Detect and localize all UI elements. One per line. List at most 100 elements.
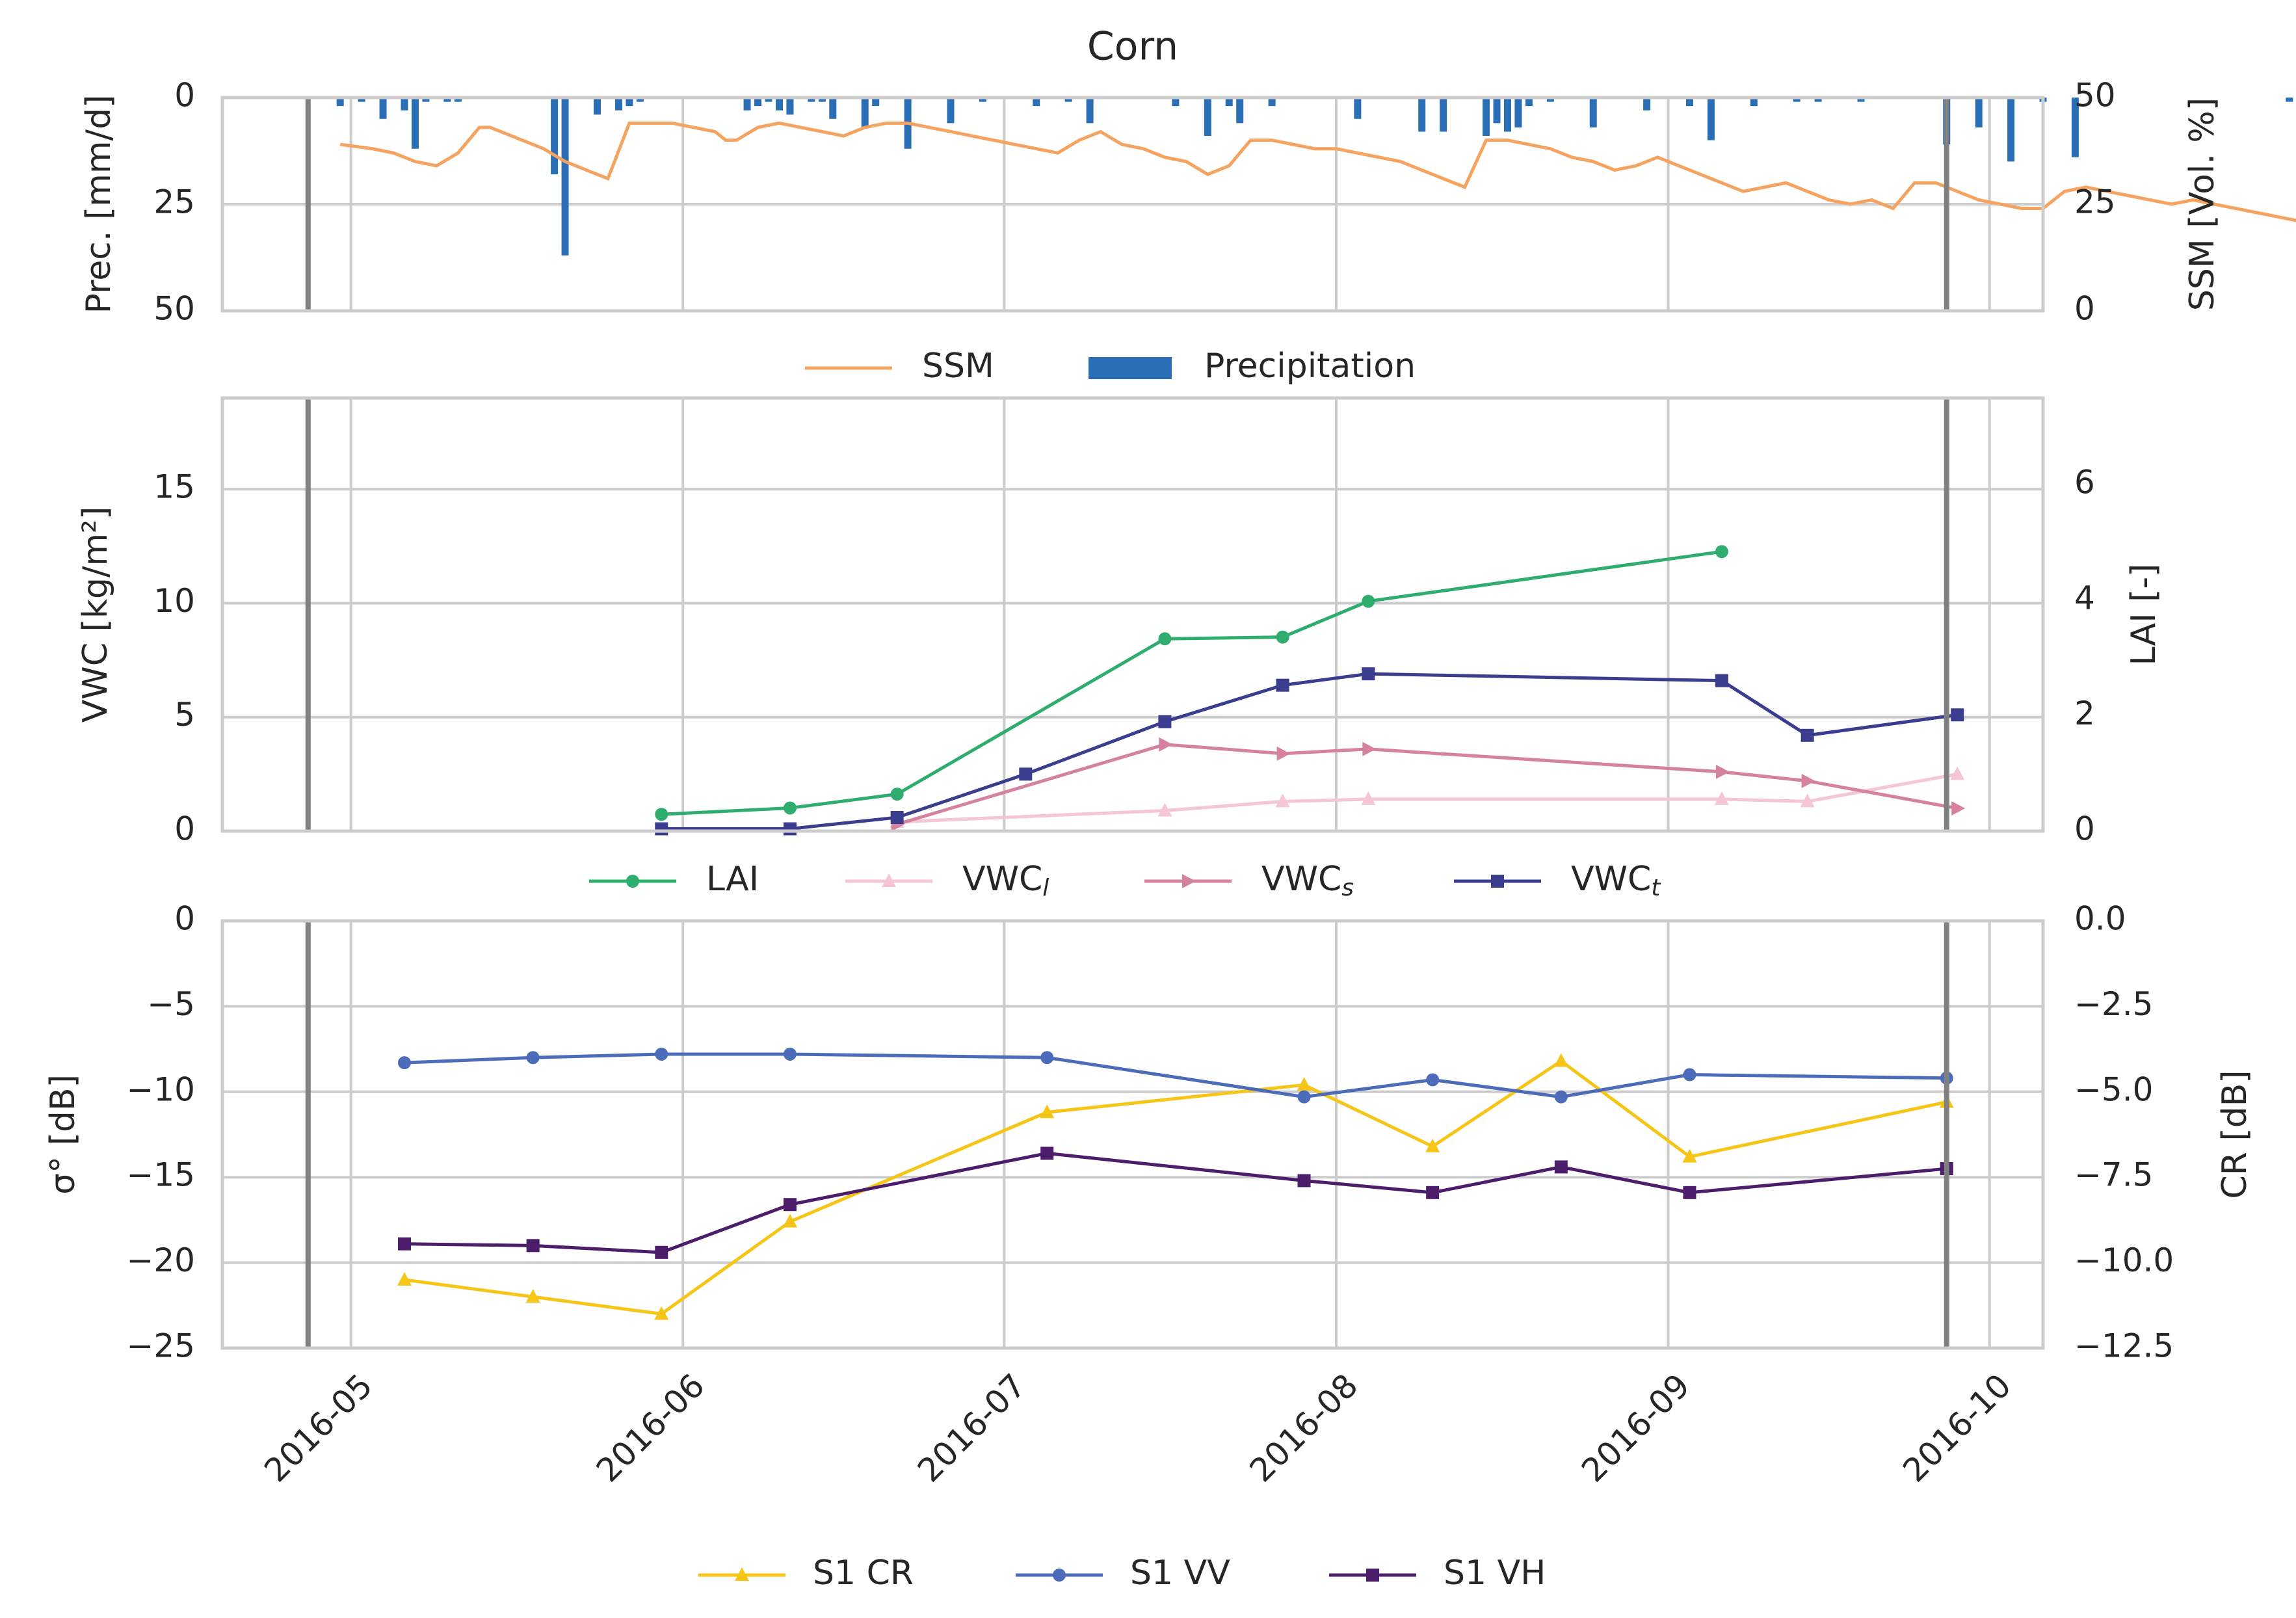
precipitation-bar bbox=[411, 98, 419, 149]
y-tick-label-right: 4 bbox=[2074, 579, 2095, 617]
point-S1-VH bbox=[1554, 1160, 1568, 1174]
precipitation-bar bbox=[2286, 98, 2293, 102]
axes-frame bbox=[220, 396, 2045, 833]
precipitation-bar bbox=[1172, 98, 1180, 107]
y-tick-label-right: 0 bbox=[2074, 810, 2095, 848]
point-VWC_s bbox=[1801, 773, 1815, 788]
frame-layer bbox=[220, 96, 2045, 1350]
precipitation-bar bbox=[872, 98, 880, 107]
point-VWC_t bbox=[1019, 767, 1033, 781]
precipitation-bar bbox=[1225, 98, 1233, 107]
precipitation-bar bbox=[1236, 98, 1244, 124]
y-axis-label-left: σ° [dB] bbox=[44, 1074, 83, 1195]
series-S1-VV bbox=[398, 1047, 1953, 1104]
precipitation-bar bbox=[2007, 98, 2015, 162]
precipitation-bar bbox=[947, 98, 955, 124]
y-tick-label-left: 10 bbox=[153, 582, 195, 620]
point-S1-VH bbox=[1040, 1147, 1054, 1160]
data-layer bbox=[336, 98, 2296, 1320]
precipitation-bar bbox=[1033, 98, 1040, 107]
precipitation-bar bbox=[743, 98, 751, 111]
x-tick-label: 2016-10 bbox=[1895, 1366, 2018, 1489]
point-VWC_s bbox=[1715, 764, 1730, 779]
point-S1-CR bbox=[1040, 1104, 1055, 1119]
precipitation-bar bbox=[1793, 98, 1801, 102]
y-tick-label-left: 0 bbox=[174, 77, 195, 114]
y-tick-label-left: −20 bbox=[126, 1241, 195, 1279]
point-S1-VH bbox=[1426, 1186, 1440, 1199]
point-LAI bbox=[655, 808, 668, 821]
precipitation-bar bbox=[1975, 98, 1983, 127]
legend-marker-S1-VH bbox=[1366, 1569, 1379, 1582]
point-VWC_t bbox=[1715, 674, 1728, 687]
y-tick-label-left: 0 bbox=[174, 810, 195, 848]
point-S1-VV bbox=[398, 1056, 411, 1070]
precipitation-bar bbox=[401, 98, 408, 111]
point-VWC_t bbox=[1362, 667, 1375, 681]
point-S1-VH bbox=[1683, 1186, 1696, 1199]
point-S1-VV bbox=[655, 1047, 668, 1061]
y-axis-label-left: VWC [kg/m²] bbox=[76, 507, 115, 723]
precipitation-bar bbox=[861, 98, 869, 127]
point-VWC_t bbox=[1801, 728, 1814, 742]
y-tick-label-left: −5 bbox=[147, 985, 195, 1023]
legend-marker-VWC_l bbox=[882, 873, 896, 887]
precipitation-bar bbox=[1268, 98, 1276, 107]
point-VWC_l bbox=[1275, 793, 1290, 808]
y-tick-label-left: 25 bbox=[153, 183, 195, 221]
precipitation-bar bbox=[626, 98, 633, 107]
y-tick-label-left: 5 bbox=[174, 696, 195, 734]
point-S1-VH bbox=[783, 1198, 797, 1212]
chart-title: Corn bbox=[1087, 24, 1178, 70]
point-S1-CR bbox=[1553, 1053, 1568, 1067]
x-tick-label: 2016-05 bbox=[257, 1366, 380, 1489]
axes-frame bbox=[220, 919, 2045, 1350]
point-S1-CR bbox=[654, 1306, 669, 1320]
point-S1-VV bbox=[1554, 1090, 1568, 1104]
legend-marker-S1-CR bbox=[735, 1567, 749, 1581]
precipitation-bar bbox=[775, 98, 783, 111]
precipitation-bar bbox=[1814, 98, 1822, 102]
precipitation-bar bbox=[1643, 98, 1651, 111]
y-tick-label-right: −7.5 bbox=[2074, 1156, 2153, 1194]
precipitation-bar bbox=[636, 98, 644, 102]
point-S1-VH bbox=[398, 1237, 411, 1251]
legend-swatch-precipitation bbox=[1089, 357, 1172, 379]
point-VWC_s bbox=[1276, 746, 1291, 761]
precipitation-bar bbox=[422, 98, 430, 102]
y-tick-label-left: 15 bbox=[153, 468, 195, 506]
series-VWC_l bbox=[890, 766, 1965, 828]
legend-label-S1-VH: S1 VH bbox=[1444, 1554, 1546, 1593]
y-tick-label-left: 0 bbox=[174, 900, 195, 938]
y-tick-label-left: −15 bbox=[126, 1156, 195, 1194]
legend-marker-S1-VV bbox=[1053, 1569, 1066, 1582]
y-tick-label-right: 25 bbox=[2074, 183, 2116, 221]
y-tick-label-left: −10 bbox=[126, 1070, 195, 1108]
x-tick-label: 2016-09 bbox=[1574, 1366, 1697, 1489]
precipitation-bar bbox=[829, 98, 837, 119]
point-S1-VV bbox=[526, 1051, 540, 1065]
precipitation-bar bbox=[614, 98, 622, 111]
precipitation-bar bbox=[1514, 98, 1522, 127]
precipitation-bar bbox=[2071, 98, 2079, 157]
point-S1-CR bbox=[397, 1271, 412, 1286]
precipitation-bar bbox=[1440, 98, 1447, 132]
legend-label-VWC_t: VWCt bbox=[1571, 860, 1661, 901]
point-VWC_t bbox=[1276, 678, 1289, 692]
legend-subscript: t bbox=[1651, 875, 1661, 901]
line-LAI bbox=[661, 550, 1722, 816]
legend-label-LAI: LAI bbox=[706, 860, 759, 899]
point-S1-VH bbox=[655, 1245, 668, 1259]
point-VWC_l bbox=[1800, 793, 1815, 808]
precipitation-bar bbox=[379, 98, 387, 119]
y-tick-label-right: 0.0 bbox=[2074, 900, 2126, 938]
series-S1-VH bbox=[398, 1147, 1953, 1259]
legend-marker-VWC_t bbox=[1491, 875, 1504, 888]
y-tick-label-right: −10.0 bbox=[2074, 1241, 2174, 1279]
y-tick-label-right: 6 bbox=[2074, 464, 2095, 501]
y-tick-label-left: −25 bbox=[126, 1327, 195, 1365]
precipitation-bar bbox=[1503, 98, 1511, 132]
legend-label-ssm: SSM bbox=[922, 347, 994, 386]
y-tick-label-right: −12.5 bbox=[2074, 1327, 2174, 1365]
